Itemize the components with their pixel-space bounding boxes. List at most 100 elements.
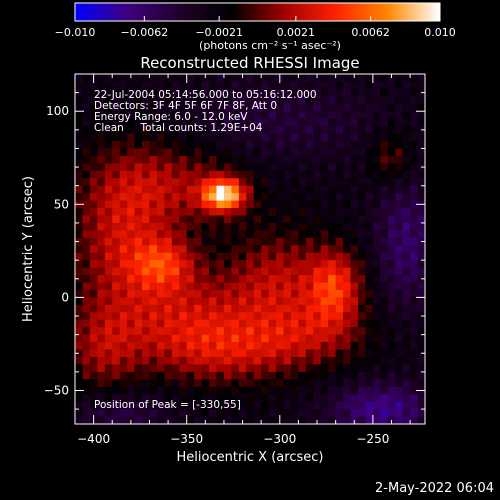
heatmap-cell — [380, 126, 389, 135]
heatmap-cell — [194, 222, 203, 231]
heatmap-cell — [365, 267, 374, 276]
heatmap-cell — [156, 312, 165, 321]
heatmap-cell — [97, 275, 106, 284]
heatmap-cell — [343, 386, 352, 395]
heatmap-cell — [238, 364, 247, 373]
heatmap-cell — [372, 222, 381, 231]
heatmap-cell — [209, 289, 218, 299]
heatmap-cell — [328, 222, 337, 231]
heatmap-cell — [164, 289, 173, 299]
heatmap-cell — [328, 103, 337, 112]
heatmap-cell — [350, 74, 359, 83]
heatmap-cell — [119, 319, 128, 328]
heatmap-cell — [283, 349, 292, 358]
heatmap-cell — [89, 252, 98, 261]
heatmap-cell — [387, 193, 396, 202]
heatmap-cell — [89, 297, 98, 306]
heatmap-cell — [238, 275, 247, 284]
heatmap-cell — [313, 163, 322, 172]
heatmap-cell — [134, 409, 143, 418]
heatmap-cell — [231, 133, 240, 142]
heatmap-cell — [171, 245, 180, 254]
heatmap-cell — [112, 252, 121, 261]
heatmap-cell — [119, 409, 128, 418]
heatmap-cell — [149, 185, 158, 194]
heatmap-cell — [104, 111, 113, 120]
heatmap-cell — [350, 379, 359, 388]
heatmap-cell — [82, 185, 91, 194]
heatmap-cell — [246, 81, 255, 90]
heatmap-cell — [156, 356, 165, 366]
heatmap-cell — [328, 267, 337, 276]
heatmap-cell — [223, 74, 232, 83]
heatmap-cell — [246, 304, 255, 313]
heatmap-cell — [261, 178, 270, 187]
heatmap-cell — [410, 312, 419, 321]
heatmap-cell — [350, 334, 359, 343]
heatmap-cell — [156, 185, 165, 194]
heatmap-cell — [134, 297, 143, 306]
heatmap-cell — [89, 155, 98, 164]
heatmap-cell — [164, 401, 173, 410]
heatmap-cell — [209, 401, 218, 410]
heatmap-cell — [171, 319, 180, 328]
heatmap-cell — [380, 163, 389, 172]
heatmap-cell — [164, 155, 173, 164]
colorbar-tick-label: −0.0062 — [120, 26, 168, 39]
x-tick-label: −350 — [170, 432, 203, 446]
heatmap-cell — [231, 163, 240, 172]
heatmap-cell — [417, 394, 425, 403]
heatmap-cell — [246, 260, 255, 269]
heatmap-cell — [104, 245, 113, 254]
heatmap-cell — [268, 342, 277, 351]
heatmap-cell — [313, 356, 322, 366]
heatmap-cell — [171, 118, 180, 127]
heatmap-cell — [231, 356, 240, 366]
heatmap-cell — [372, 349, 381, 358]
heatmap-cell — [127, 304, 136, 313]
heatmap-cell — [149, 260, 158, 269]
heatmap-cell — [268, 103, 277, 112]
heatmap-cell — [268, 81, 277, 90]
heatmap-cell — [343, 252, 352, 261]
heatmap-cell — [201, 267, 210, 276]
heatmap-cell — [179, 312, 188, 321]
heatmap-cell — [395, 88, 404, 97]
heatmap-cell — [290, 237, 300, 246]
heatmap-cell — [112, 282, 121, 291]
heatmap-cell — [171, 222, 180, 231]
heatmap-cell — [290, 88, 300, 97]
heatmap-cell — [402, 282, 411, 291]
heatmap-cell — [134, 275, 143, 284]
heatmap-cell — [149, 126, 158, 135]
heatmap-cell — [119, 118, 128, 127]
heatmap-cell — [119, 103, 128, 112]
heatmap-cell — [104, 356, 113, 366]
peak-position-label: Position of Peak = [-330,55] — [94, 399, 241, 411]
heatmap-cell — [246, 282, 255, 291]
heatmap-cell — [335, 111, 344, 120]
heatmap-cell — [201, 394, 210, 403]
heatmap-cell — [290, 267, 300, 276]
heatmap-cell — [164, 364, 173, 373]
heatmap-cell — [290, 208, 300, 217]
heatmap-cell — [328, 364, 337, 373]
heatmap-cell — [380, 118, 389, 127]
heatmap-cell — [104, 81, 113, 90]
heatmap-cell — [104, 349, 113, 358]
heatmap-cell — [186, 193, 195, 202]
heatmap-cell — [320, 386, 329, 395]
heatmap-cell — [380, 74, 389, 83]
heatmap-cell — [417, 178, 425, 187]
heatmap-cell — [75, 193, 84, 202]
heatmap-cell — [179, 349, 188, 358]
heatmap-cell — [380, 193, 389, 202]
heatmap-cell — [142, 356, 151, 366]
heatmap-cell — [82, 88, 91, 97]
heatmap-cell — [290, 103, 300, 112]
heatmap-cell — [320, 185, 329, 194]
heatmap-cell — [112, 312, 121, 321]
heatmap-cell — [343, 371, 352, 380]
heatmap-cell — [261, 96, 270, 105]
heatmap-cell — [410, 245, 419, 254]
